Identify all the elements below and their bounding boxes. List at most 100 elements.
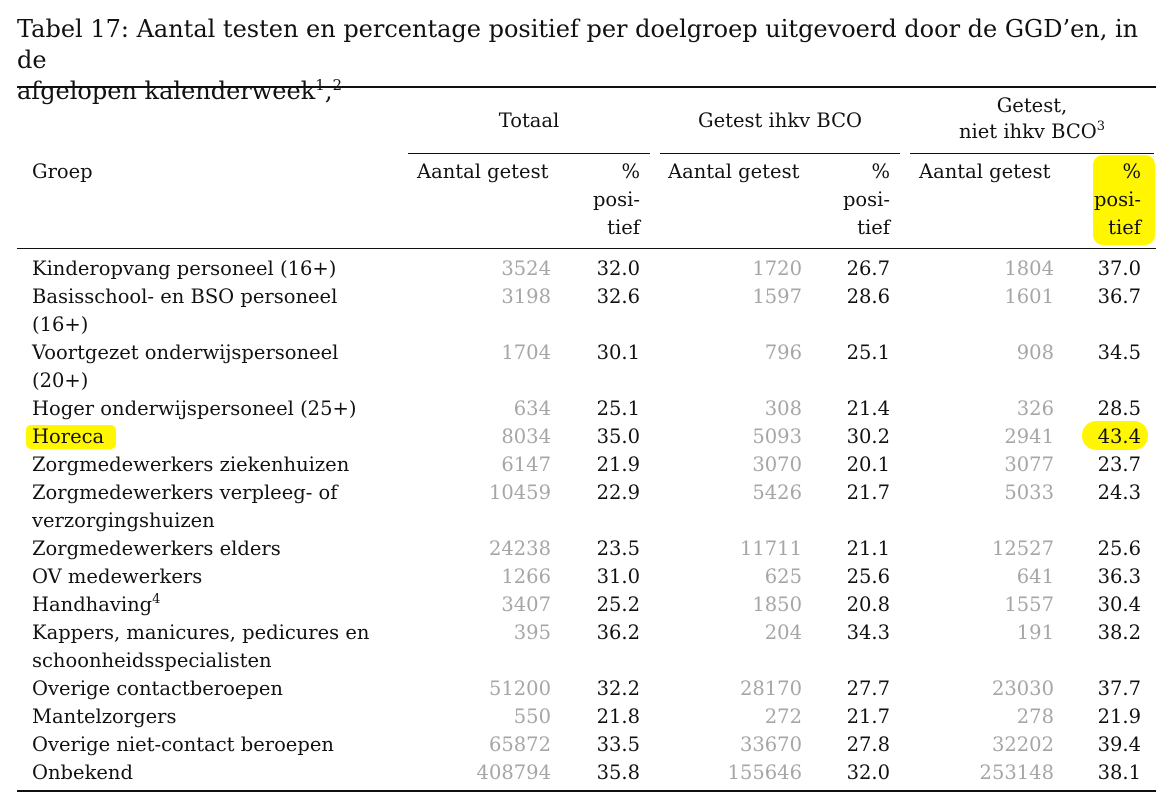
totaal-pct-cell: 23.5 [596,537,640,560]
row-label: OV medewerkers [32,564,202,590]
col-header-niet-bco-aantal: Aantal getest [919,160,1051,183]
bco-pct-cell: 30.2 [846,425,890,448]
bco-pct-cell: 21.7 [846,705,890,728]
row-label-text: Hoger onderwijspersoneel (25+) [32,397,357,420]
niet-bco-pct-cell: 36.7 [1097,285,1141,308]
row-label-text: Zorgmedewerkers verpleeg- of [32,481,338,504]
row-label: Zorgmedewerkers verpleeg- of [32,480,338,506]
col-group-niet-bco-line2: niet ihkv BCO3 [910,119,1154,145]
col-header-groep: Groep [32,160,93,183]
bco-aantal-cell: 796 [764,341,802,364]
col-header-niet-bco-pct-3: tief [1108,216,1141,239]
bco-pct-cell: 27.8 [846,733,890,756]
row-label-text: verzorgingshuizen [32,509,215,532]
totaal-aantal-cell: 51200 [488,677,551,700]
niet-bco-pct-cell: 28.5 [1097,397,1141,420]
row-label-text: Handhaving [32,593,153,616]
row-label: (20+) [32,368,88,394]
col-group-niet-bco-footnote: 3 [1096,119,1106,134]
totaal-aantal-cell: 3198 [501,285,551,308]
niet-bco-aantal-cell: 32202 [991,733,1054,756]
bco-aantal-cell: 5093 [752,425,802,448]
bco-aantal-cell: 1597 [752,285,802,308]
niet-bco-pct-cell: 36.3 [1097,565,1141,588]
row-label: Zorgmedewerkers ziekenhuizen [32,452,349,478]
niet-bco-group-rule [910,153,1154,154]
bco-pct-cell: 25.1 [846,341,890,364]
bco-group-rule [660,153,900,154]
col-header-totaal-pct-1: % [621,160,640,183]
totaal-pct-cell: 22.9 [596,481,640,504]
col-header-totaal-aantal: Aantal getest [417,160,549,183]
totaal-pct-cell: 32.6 [596,285,640,308]
bco-aantal-cell: 1850 [752,593,802,616]
col-header-totaal-pct-2: posi- [592,188,640,211]
totaal-group-rule [408,153,650,154]
niet-bco-aantal-cell: 2941 [1004,425,1054,448]
bco-aantal-cell: 28170 [739,677,802,700]
totaal-aantal-cell: 1704 [501,341,551,364]
caption-footnote-2: 2 [332,76,342,94]
highlight-horeca-label [26,425,116,449]
col-group-niet-bco-text: niet ihkv BCO [958,120,1097,143]
totaal-pct-cell: 36.2 [596,621,640,644]
caption-line-1: Tabel 17: Aantal testen en percentage po… [17,15,1139,74]
niet-bco-pct-cell: 43.4 [1097,425,1141,448]
col-header-totaal-pct-3: tief [607,216,640,239]
row-label: Zorgmedewerkers elders [32,536,281,562]
niet-bco-aantal-cell: 3077 [1004,453,1054,476]
totaal-aantal-cell: 1266 [501,565,551,588]
row-label: Handhaving4 [32,592,160,618]
niet-bco-pct-cell: 23.7 [1097,453,1141,476]
totaal-aantal-cell: 10459 [488,481,551,504]
col-header-bco-pct-2: posi- [842,188,890,211]
totaal-pct-cell: 25.2 [596,593,640,616]
bco-aantal-cell: 33670 [739,733,802,756]
niet-bco-aantal-cell: 23030 [991,677,1054,700]
row-label-text: (20+) [32,369,89,392]
bco-pct-cell: 20.1 [846,453,890,476]
bco-pct-cell: 26.7 [846,257,890,280]
totaal-aantal-cell: 3407 [501,593,551,616]
totaal-pct-cell: 35.8 [596,761,640,784]
caption-line-2-text: afgelopen kalenderweek [17,77,316,105]
totaal-pct-cell: 25.1 [596,397,640,420]
col-header-bco-pct-3: tief [857,216,890,239]
col-group-niet-bco-line1: Getest, [996,94,1068,117]
header-rule [17,248,1156,249]
row-label: Mantelzorgers [32,704,176,730]
caption-separator: , [324,77,333,105]
bco-aantal-cell: 272 [764,705,802,728]
col-header-bco-aantal: Aantal getest [668,160,800,183]
bco-pct-cell: 21.7 [846,481,890,504]
row-label-text: Onbekend [32,761,133,784]
row-label: Overige contactberoepen [32,676,283,702]
bco-aantal-cell: 3070 [752,453,802,476]
bottom-rule [17,790,1156,792]
table-caption: Tabel 17: Aantal testen en percentage po… [17,14,1162,107]
niet-bco-pct-cell: 25.6 [1097,537,1141,560]
niet-bco-pct-cell: 30.4 [1097,593,1141,616]
row-label-text: Overige niet-contact beroepen [32,733,334,756]
row-label-text: OV medewerkers [32,565,203,588]
row-label-text: Mantelzorgers [32,705,177,728]
row-label-text: schoonheidsspecialisten [32,649,272,672]
niet-bco-pct-cell: 38.2 [1097,621,1141,644]
bco-pct-cell: 27.7 [846,677,890,700]
niet-bco-pct-cell: 37.7 [1097,677,1141,700]
caption-footnote-1: 1 [315,76,325,94]
totaal-aantal-cell: 6147 [501,453,551,476]
row-label: Kinderopvang personeel (16+) [32,256,336,282]
row-label-text: Voortgezet onderwijspersoneel [32,341,339,364]
niet-bco-pct-cell: 39.4 [1097,733,1141,756]
totaal-aantal-cell: 3524 [501,257,551,280]
bco-aantal-cell: 5426 [752,481,802,504]
niet-bco-aantal-cell: 191 [1016,621,1054,644]
col-group-totaal: Totaal [498,109,560,132]
niet-bco-aantal-cell: 1601 [1004,285,1054,308]
bco-pct-cell: 20.8 [846,593,890,616]
col-header-niet-bco-pct-2: posi- [1093,188,1141,211]
col-header-bco-pct-1: % [871,160,890,183]
row-label-text: Horeca [32,425,105,448]
niet-bco-aantal-cell: 641 [1016,565,1054,588]
